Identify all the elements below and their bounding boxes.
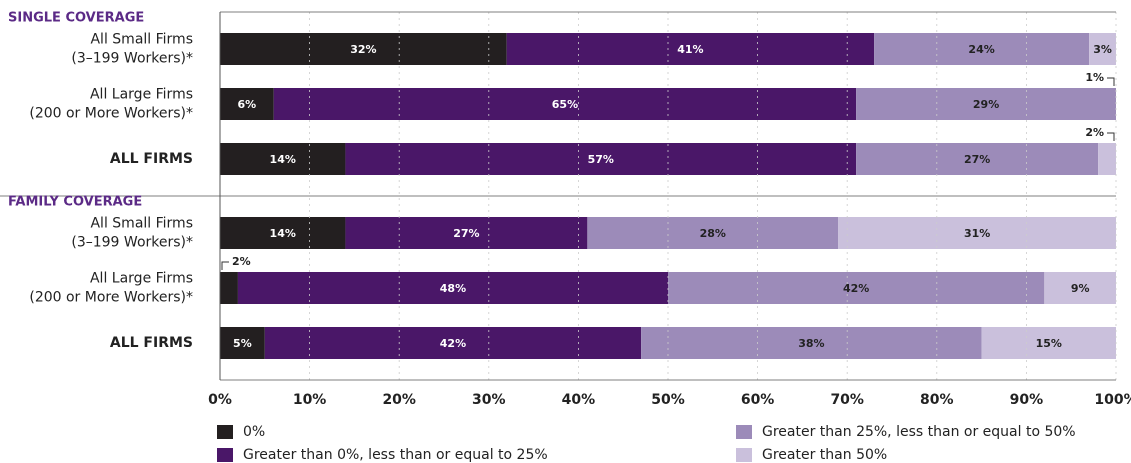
value-label: 29% <box>973 98 999 111</box>
category-label: All Small Firms <box>90 32 193 48</box>
category-label: (3–199 Workers)* <box>71 51 193 67</box>
bar-segment <box>874 33 1090 65</box>
category-label: ALL FIRMS <box>110 151 193 167</box>
x-tick-label: 0% <box>208 392 232 408</box>
bar-segment <box>220 272 238 304</box>
legend-label: 0% <box>243 424 265 440</box>
callout-line <box>221 261 229 270</box>
value-label: 2% <box>1085 126 1104 139</box>
value-label: 42% <box>843 282 869 295</box>
value-label: 32% <box>350 43 376 56</box>
value-label: 14% <box>270 227 296 240</box>
category-label: (3–199 Workers)* <box>71 235 193 251</box>
bar-segment <box>668 272 1045 304</box>
value-label: 15% <box>1036 337 1062 350</box>
value-label: 1% <box>1085 71 1104 84</box>
value-label: 42% <box>440 337 466 350</box>
bar-segment <box>220 327 265 359</box>
value-label: 31% <box>964 227 990 240</box>
legend-swatch <box>736 425 752 439</box>
value-label: 5% <box>233 337 252 350</box>
bar-segment <box>220 143 346 175</box>
category-label: All Large Firms <box>90 87 193 103</box>
x-tick-label: 50% <box>651 392 685 408</box>
value-label: 27% <box>964 153 990 166</box>
value-label: 38% <box>798 337 824 350</box>
bar-segment <box>506 33 875 65</box>
group-label: FAMILY COVERAGE <box>8 195 142 210</box>
legend-label: Greater than 0%, less than or equal to 2… <box>243 447 548 463</box>
legend-swatch <box>217 425 233 439</box>
value-label: 14% <box>270 153 296 166</box>
x-tick-label: 40% <box>562 392 596 408</box>
bar-segment <box>345 143 857 175</box>
bar-segment <box>1044 272 1116 304</box>
category-label: (200 or More Workers)* <box>29 106 193 122</box>
callout-line <box>1107 132 1115 141</box>
x-tick-label: 20% <box>382 392 416 408</box>
category-label: ALL FIRMS <box>110 335 193 351</box>
bar-segment <box>1116 88 1125 120</box>
x-tick-label: 30% <box>472 392 506 408</box>
x-tick-label: 60% <box>741 392 775 408</box>
category-label: All Large Firms <box>90 271 193 287</box>
value-label: 3% <box>1093 43 1112 56</box>
value-label: 57% <box>588 153 614 166</box>
bar-segment <box>273 88 857 120</box>
x-tick-label: 90% <box>1010 392 1044 408</box>
value-label: 2% <box>232 255 251 268</box>
value-label: 6% <box>238 98 257 111</box>
group-label: SINGLE COVERAGE <box>8 11 144 26</box>
legend-label: Greater than 25%, less than or equal to … <box>762 424 1076 440</box>
bar-segment <box>1098 143 1116 175</box>
bar-segment <box>345 217 588 249</box>
value-label: 27% <box>453 227 479 240</box>
value-label: 65% <box>552 98 578 111</box>
value-label: 28% <box>700 227 726 240</box>
x-tick-label: 10% <box>293 392 327 408</box>
value-label: 9% <box>1071 282 1090 295</box>
callout-line <box>1107 77 1115 86</box>
legend-swatch <box>736 448 752 462</box>
bar-segment <box>641 327 982 359</box>
bar-segment <box>220 33 507 65</box>
bar-segment <box>838 217 1116 249</box>
category-label: All Small Firms <box>90 216 193 232</box>
bar-segment <box>220 217 346 249</box>
bar-segment <box>220 88 274 120</box>
plot-area <box>220 33 1125 359</box>
bar-segment <box>587 217 839 249</box>
legend-label: Greater than 50% <box>762 447 887 463</box>
bar-segment <box>856 88 1116 120</box>
legend-swatch <box>217 448 233 462</box>
value-label: 48% <box>440 282 466 295</box>
bar-segment <box>1089 33 1116 65</box>
category-label: (200 or More Workers)* <box>29 290 193 306</box>
bar-segment <box>856 143 1099 175</box>
x-tick-label: 70% <box>830 392 864 408</box>
value-label: 41% <box>677 43 703 56</box>
value-label: 24% <box>968 43 994 56</box>
bar-segment <box>981 327 1116 359</box>
x-tick-label: 100% <box>1094 392 1131 408</box>
x-tick-label: 80% <box>920 392 954 408</box>
